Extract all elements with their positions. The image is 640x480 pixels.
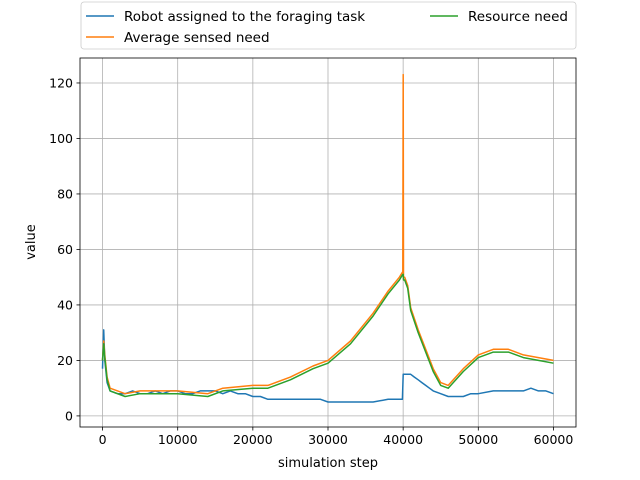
legend-label: Robot assigned to the foraging task: [124, 9, 365, 25]
x-tick-label: 0: [99, 432, 107, 447]
x-axis-label: simulation step: [278, 456, 378, 471]
legend-label: Average sensed need: [124, 30, 270, 46]
legend-label: Resource need: [468, 9, 568, 25]
y-axis-label: value: [24, 224, 39, 260]
x-tick-label: 40000: [383, 432, 423, 447]
y-tick-label: 100: [49, 131, 73, 146]
y-tick-label: 20: [57, 353, 73, 368]
series-line-resource-need: [101, 273, 554, 398]
axis-ticks: 0 10000 20000 30000 40000 50000 60000 0 20 40 60 80…: [49, 75, 573, 447]
y-tick-label: 60: [57, 242, 73, 257]
x-tick-label: 30000: [308, 432, 348, 447]
y-tick-label: 80: [57, 186, 73, 201]
y-tick-label: 120: [49, 75, 73, 90]
x-tick-label: 10000: [158, 432, 198, 447]
x-tick-label: 20000: [233, 432, 273, 447]
x-tick-label: 50000: [458, 432, 498, 447]
legend-box: [80, 1, 577, 50]
x-tick-label: 60000: [534, 432, 574, 447]
legend: Robot assigned to the foraging task Avera…: [80, 1, 577, 50]
y-tick-label: 40: [57, 297, 73, 312]
series-line-average-sensed-need: [101, 73, 554, 395]
y-tick-label: 0: [65, 408, 73, 423]
series-group: [101, 73, 554, 403]
